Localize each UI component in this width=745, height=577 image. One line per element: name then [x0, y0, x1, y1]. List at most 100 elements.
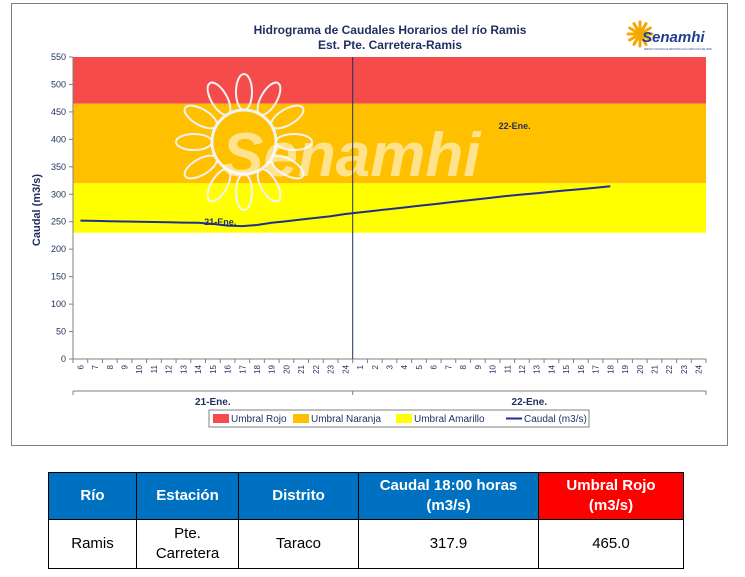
x-tick-label: 6 [430, 364, 439, 369]
header-estacion: Estación [136, 472, 239, 520]
x-tick-label: 8 [459, 364, 468, 369]
logo-sun-ray [641, 26, 652, 34]
x-tick-label: 5 [415, 364, 424, 369]
x-tick-label: 2 [371, 364, 380, 369]
x-tick-label: 24 [695, 364, 704, 373]
x-tick-label: 8 [106, 364, 115, 369]
x-tick-label: 17 [238, 364, 247, 373]
cell-rio: Ramis [48, 519, 137, 569]
x-tick-label: 16 [577, 364, 586, 373]
y-tick-label: 500 [51, 79, 66, 89]
logo-tagline: SERVICIO NACIONAL DE METEOROLOGÍA E HIDR… [644, 46, 712, 51]
x-tick-label: 18 [606, 364, 615, 373]
sun-icon [626, 20, 654, 48]
header-caudal: Caudal 18:00 horas (m3/s) [358, 472, 539, 520]
x-tick-label: 14 [194, 364, 203, 373]
x-tick-label: 9 [121, 364, 130, 369]
x-tick-label: 17 [592, 364, 601, 373]
x-tick-label: 24 [341, 364, 350, 373]
y-tick-label: 50 [56, 327, 66, 337]
x-tick-label: 21 [297, 364, 306, 373]
logo-sun-ray [640, 35, 648, 46]
logo-sun-ray [640, 22, 648, 33]
x-tick-label: 3 [386, 364, 395, 369]
x-tick-label: 9 [474, 364, 483, 369]
logo-sun-core [635, 29, 645, 39]
series-layer [80, 185, 611, 228]
band-umbral-rojo [73, 57, 706, 104]
y-axis-label: Caudal (m3/s) [31, 174, 43, 246]
flow-summary-table: Río Estación Distrito Caudal 18:00 horas… [48, 472, 684, 569]
legend-label: Caudal (m3/s) [524, 414, 587, 425]
x-tick-label: 10 [135, 364, 144, 373]
chart-text: Hidrograma de Caudales Horarios del río … [31, 23, 527, 246]
day-axis-label: 22-Ene. [512, 397, 548, 408]
x-tick-label: 6 [76, 364, 85, 369]
series-line-caudal [80, 185, 611, 228]
x-tick-label: 15 [209, 364, 218, 373]
watermark-sun [210, 108, 278, 176]
day-label-inner: 21-Ene. [204, 217, 236, 227]
legend-label: Umbral Naranja [311, 414, 381, 425]
x-tick-label: 22 [665, 364, 674, 373]
band-umbral-amarillo [73, 183, 706, 233]
y-tick-label: 350 [51, 162, 66, 172]
x-tick-label: 11 [503, 364, 512, 373]
table-row: Ramis Pte. Carretera Taraco 317.9 465.0 [48, 519, 684, 569]
x-tick-label: 7 [444, 364, 453, 369]
band-umbral-naranja [73, 103, 706, 184]
logo-sun-ray [632, 35, 640, 46]
x-tick-label: 13 [179, 364, 188, 373]
x-tick-label: 13 [533, 364, 542, 373]
day-axis-label: 21-Ene. [195, 397, 231, 408]
logo-sun-ray [628, 26, 639, 34]
y-tick-label: 450 [51, 107, 66, 117]
y-tick-label: 250 [51, 217, 66, 227]
y-tick-label: 0 [61, 354, 66, 364]
cell-caudal: 317.9 [358, 519, 539, 569]
x-tick-label: 14 [547, 364, 556, 373]
x-tick-label: 4 [400, 364, 409, 369]
senamhi-logo: Senamhi SERVICIO NACIONAL DE METEOROLOGÍ… [626, 20, 712, 51]
x-tick-label: 22 [312, 364, 321, 373]
cell-distrito: Taraco [238, 519, 359, 569]
x-tick-label: 23 [327, 364, 336, 373]
x-tick-label: 20 [282, 364, 291, 373]
threshold-bands [73, 57, 706, 233]
logo-sun-ray [632, 22, 640, 33]
legend-swatch [213, 414, 229, 423]
header-rio: Río [48, 472, 137, 520]
x-tick-label: 12 [518, 364, 527, 373]
x-tick-label: 12 [165, 364, 174, 373]
y-tick-label: 400 [51, 134, 66, 144]
cell-umbral-rojo: 465.0 [538, 519, 684, 569]
cell-estacion: Pte. Carretera [136, 519, 239, 569]
x-tick-label: 20 [636, 364, 645, 373]
header-umbral-rojo: Umbral Rojo (m3/s) [538, 472, 684, 520]
table-header-row: Río Estación Distrito Caudal 18:00 horas… [48, 472, 684, 520]
legend-label: Umbral Amarillo [414, 414, 485, 425]
logo-sun-ray [641, 34, 652, 42]
x-tick-label: 11 [150, 364, 159, 373]
watermark-text: Senamhi [222, 121, 482, 190]
chart-legend: Umbral Rojo Umbral Naranja Umbral Amarillo… [208, 409, 590, 428]
x-tick-label: 19 [621, 364, 630, 373]
x-tick-label: 7 [91, 364, 100, 369]
chart-subtitle: Est. Pte. Carretera-Ramis [318, 38, 462, 52]
chart-title: Hidrograma de Caudales Horarios del río … [254, 23, 527, 37]
x-tick-label: 15 [562, 364, 571, 373]
hydrograph-chart: Senamhi 0 50 100 150 200 250 300 350 400 450 500 55… [11, 3, 728, 446]
x-tick-label: 19 [268, 364, 277, 373]
y-tick-label: 300 [51, 189, 66, 199]
x-tick-label: 1 [356, 364, 365, 369]
day-label-inner: 22-Ene. [499, 121, 531, 131]
y-tick-label: 150 [51, 272, 66, 282]
logo-text: Senamhi [642, 29, 705, 46]
legend-swatch [293, 414, 309, 423]
legend-label: Umbral Rojo [231, 414, 287, 425]
senamhi-watermark: Senamhi [175, 73, 482, 211]
x-tick-label: 16 [224, 364, 233, 373]
y-tick-label: 550 [51, 52, 66, 62]
x-tick-label: 21 [650, 364, 659, 373]
chart-canvas: Senamhi 05010015020025030035040045050055… [31, 20, 712, 428]
